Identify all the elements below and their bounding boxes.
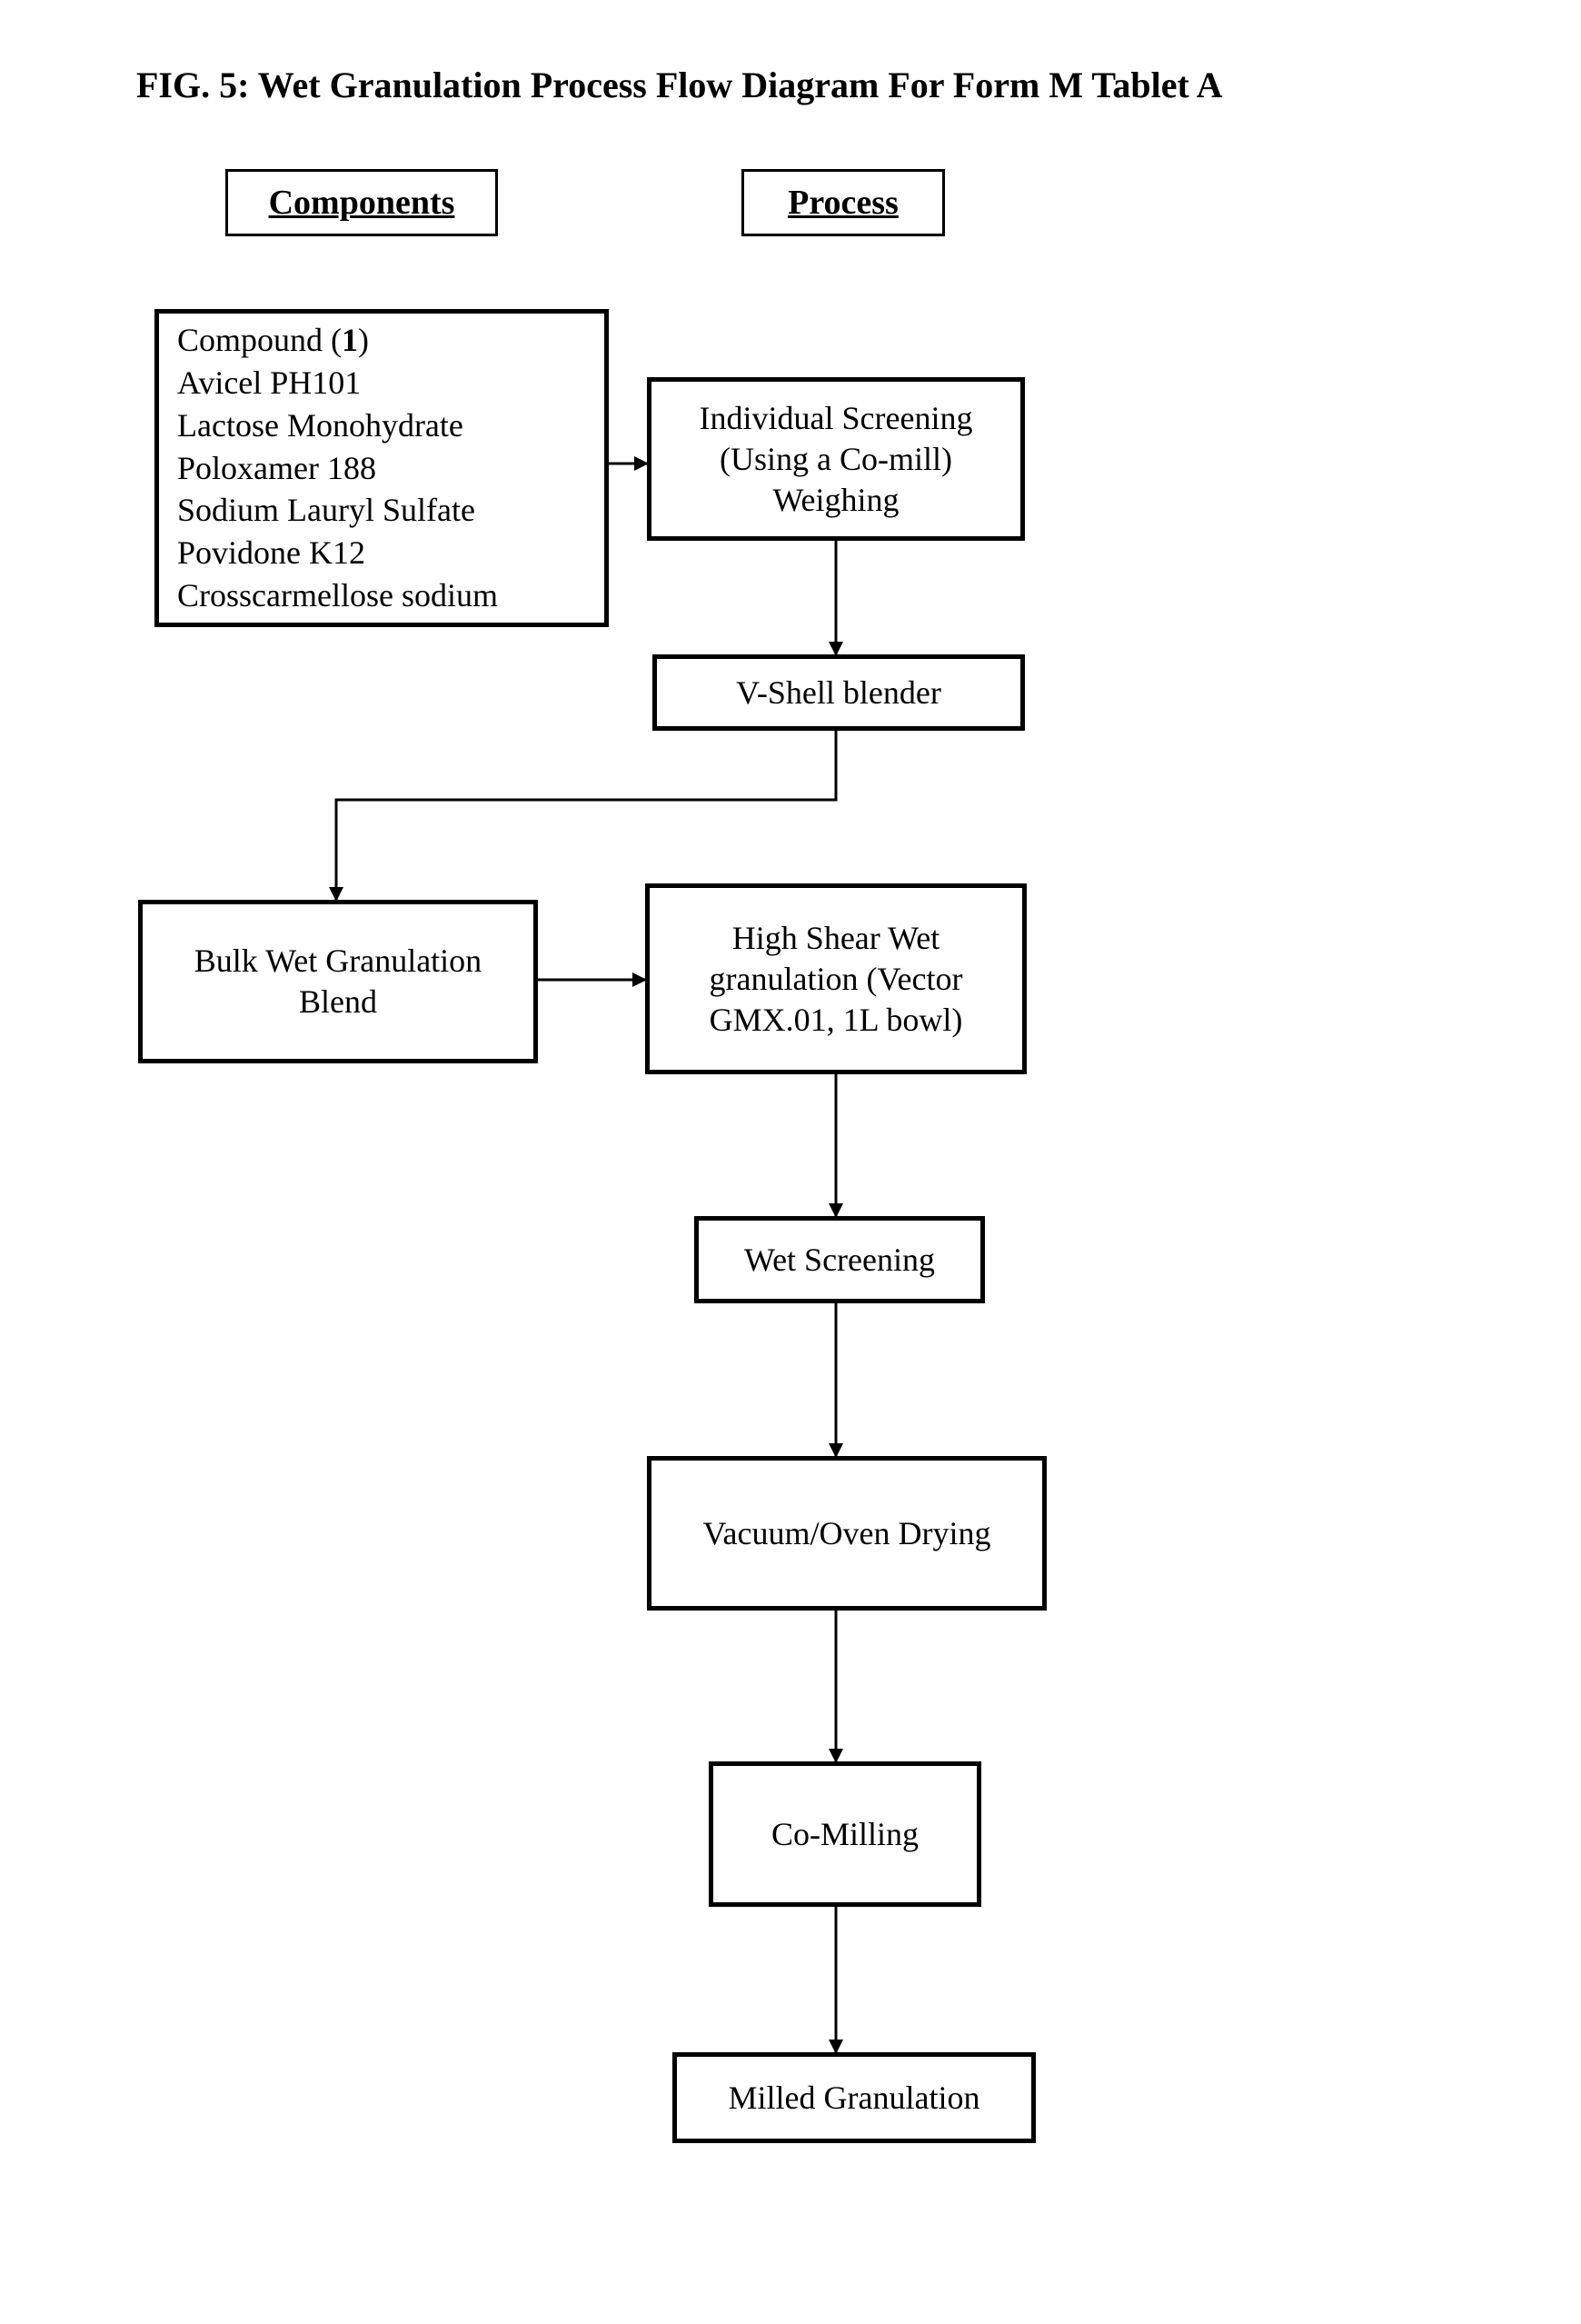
flow-diagram: FIG. 5: Wet Granulation Process Flow Dia… [0, 0, 1581, 2324]
co-milling-box: Co-Milling [709, 1761, 981, 1907]
figure-title: FIG. 5: Wet Granulation Process Flow Dia… [136, 64, 1222, 106]
drying-box: Vacuum/Oven Drying [647, 1456, 1047, 1611]
vshell-box: V-Shell blender [652, 654, 1025, 731]
bulk-blend-box: Bulk Wet GranulationBlend [138, 900, 538, 1063]
high-shear-box: High Shear Wetgranulation (VectorGMX.01,… [645, 883, 1027, 1074]
components-list-box: Compound (1)Avicel PH101Lactose Monohydr… [154, 309, 609, 627]
components-header: Components [225, 169, 498, 236]
milled-granulation-box: Milled Granulation [672, 2052, 1036, 2143]
process-header: Process [741, 169, 945, 236]
wet-screening-box: Wet Screening [694, 1216, 985, 1303]
screening-box: Individual Screening(Using a Co-mill)Wei… [647, 377, 1025, 541]
